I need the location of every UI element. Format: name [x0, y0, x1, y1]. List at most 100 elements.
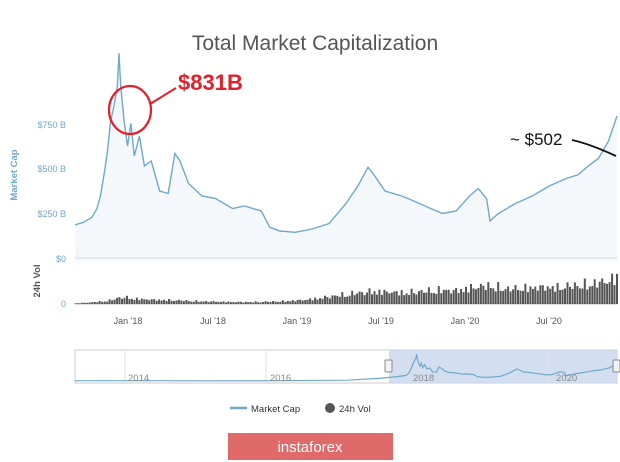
- volume-bar: [611, 273, 614, 304]
- volume-bar: [432, 293, 435, 304]
- volume-bar: [284, 301, 287, 304]
- volume-bar: [153, 299, 156, 304]
- volume-bar: [534, 286, 537, 304]
- current-value-label: ~ $502: [510, 130, 562, 149]
- volume-bar: [91, 302, 94, 304]
- volume-bar: [309, 298, 312, 304]
- volume-bar: [484, 290, 487, 304]
- volume-bar: [81, 302, 84, 304]
- volume-bar: [375, 294, 378, 304]
- volume-bar: [509, 291, 512, 304]
- volume-bar: [351, 290, 354, 304]
- volume-bar: [437, 286, 440, 304]
- volume-bar: [195, 300, 198, 304]
- volume-bar: [304, 300, 307, 304]
- market-cap-line: [74, 53, 618, 234]
- volume-bar: [111, 300, 114, 304]
- volume-bar: [328, 298, 331, 304]
- volume-bar: [291, 300, 294, 304]
- market-cap-plot: [74, 53, 618, 261]
- volume-bar: [531, 288, 534, 304]
- volume-bar: [101, 301, 104, 304]
- volume-bar: [116, 297, 119, 304]
- volume-bar: [519, 290, 522, 304]
- volume-bar: [346, 296, 349, 304]
- legend-label: Market Cap: [251, 404, 300, 415]
- x-tick-label: Jul '20: [536, 316, 562, 326]
- volume-bar: [371, 294, 373, 304]
- volume-bar: [207, 302, 210, 304]
- volume-bar: [452, 290, 455, 304]
- volume-bar: [368, 288, 371, 304]
- volume-bar: [390, 292, 393, 304]
- volume-bar: [192, 301, 195, 304]
- volume-bar: [118, 297, 121, 304]
- volume-bar: [311, 300, 314, 304]
- volume-bar: [321, 298, 324, 304]
- volume-bar: [581, 288, 584, 304]
- volume-bar: [234, 302, 237, 304]
- volume-bar: [276, 302, 279, 304]
- volume-bar: [121, 298, 123, 304]
- volume-tick-bottom: 0: [61, 299, 66, 309]
- volume-bar: [497, 282, 500, 304]
- legend-item-market-cap[interactable]: Market Cap: [230, 404, 300, 415]
- volume-bar: [353, 295, 356, 304]
- volume-bar: [551, 286, 554, 304]
- volume-bar: [158, 299, 161, 304]
- x-tick-label: Jul '19: [368, 316, 394, 326]
- volume-bar: [108, 299, 111, 304]
- brand-banner: [228, 433, 393, 460]
- volume-bar: [170, 300, 173, 304]
- navigator-right-handle[interactable]: [612, 359, 620, 373]
- volume-bar: [254, 301, 257, 304]
- volume-bar: [395, 291, 398, 304]
- volume-bar: [363, 295, 366, 304]
- time-navigator[interactable]: 2014 2016 2018 2020: [74, 349, 620, 384]
- navigator-line: [75, 354, 618, 382]
- volume-bar: [173, 301, 175, 304]
- current-pointer: [571, 139, 617, 157]
- volume-bar: [244, 301, 247, 304]
- volume-bar: [103, 301, 106, 304]
- volume-bar: [413, 293, 416, 304]
- volume-bar: [549, 288, 552, 304]
- volume-bar: [385, 291, 388, 304]
- brand-label: instaforex: [277, 439, 343, 456]
- volume-bar: [247, 302, 250, 304]
- legend-item-24h-vol[interactable]: 24h Vol: [325, 403, 371, 415]
- volume-bar: [586, 289, 589, 304]
- volume-bar: [489, 288, 492, 304]
- volume-bar: [202, 301, 205, 304]
- market-cap-area: [75, 53, 617, 261]
- volume-bar: [343, 296, 346, 304]
- volume-bar: [187, 301, 190, 304]
- volume-bar: [237, 301, 240, 304]
- current-annotation: ~ $502: [510, 130, 617, 157]
- volume-bar: [482, 285, 485, 304]
- volume-bar: [462, 292, 465, 304]
- peak-pointer: [149, 87, 177, 105]
- volume-bars: [74, 273, 618, 304]
- y-tick-250: $250 B: [37, 209, 66, 219]
- volume-bar: [257, 302, 260, 304]
- volume-bar: [474, 289, 477, 304]
- volume-bar: [447, 289, 450, 304]
- volume-bar: [427, 287, 430, 304]
- volume-bar: [286, 301, 289, 304]
- volume-bar: [160, 300, 163, 304]
- volume-bar: [556, 282, 559, 304]
- volume-bar: [155, 300, 158, 304]
- volume-axis-title: 24h Vol: [32, 264, 43, 297]
- volume-bar: [593, 279, 596, 304]
- volume-bar: [420, 290, 423, 304]
- volume-bar: [185, 300, 188, 304]
- navigator-selection[interactable]: [389, 350, 617, 383]
- volume-bar: [140, 298, 143, 304]
- volume-bar: [529, 286, 532, 304]
- navigator-left-handle[interactable]: [384, 359, 393, 373]
- volume-bar: [180, 300, 183, 304]
- volume-bar: [388, 293, 391, 304]
- volume-bar: [331, 295, 334, 304]
- navigator-label: 2014: [128, 373, 149, 384]
